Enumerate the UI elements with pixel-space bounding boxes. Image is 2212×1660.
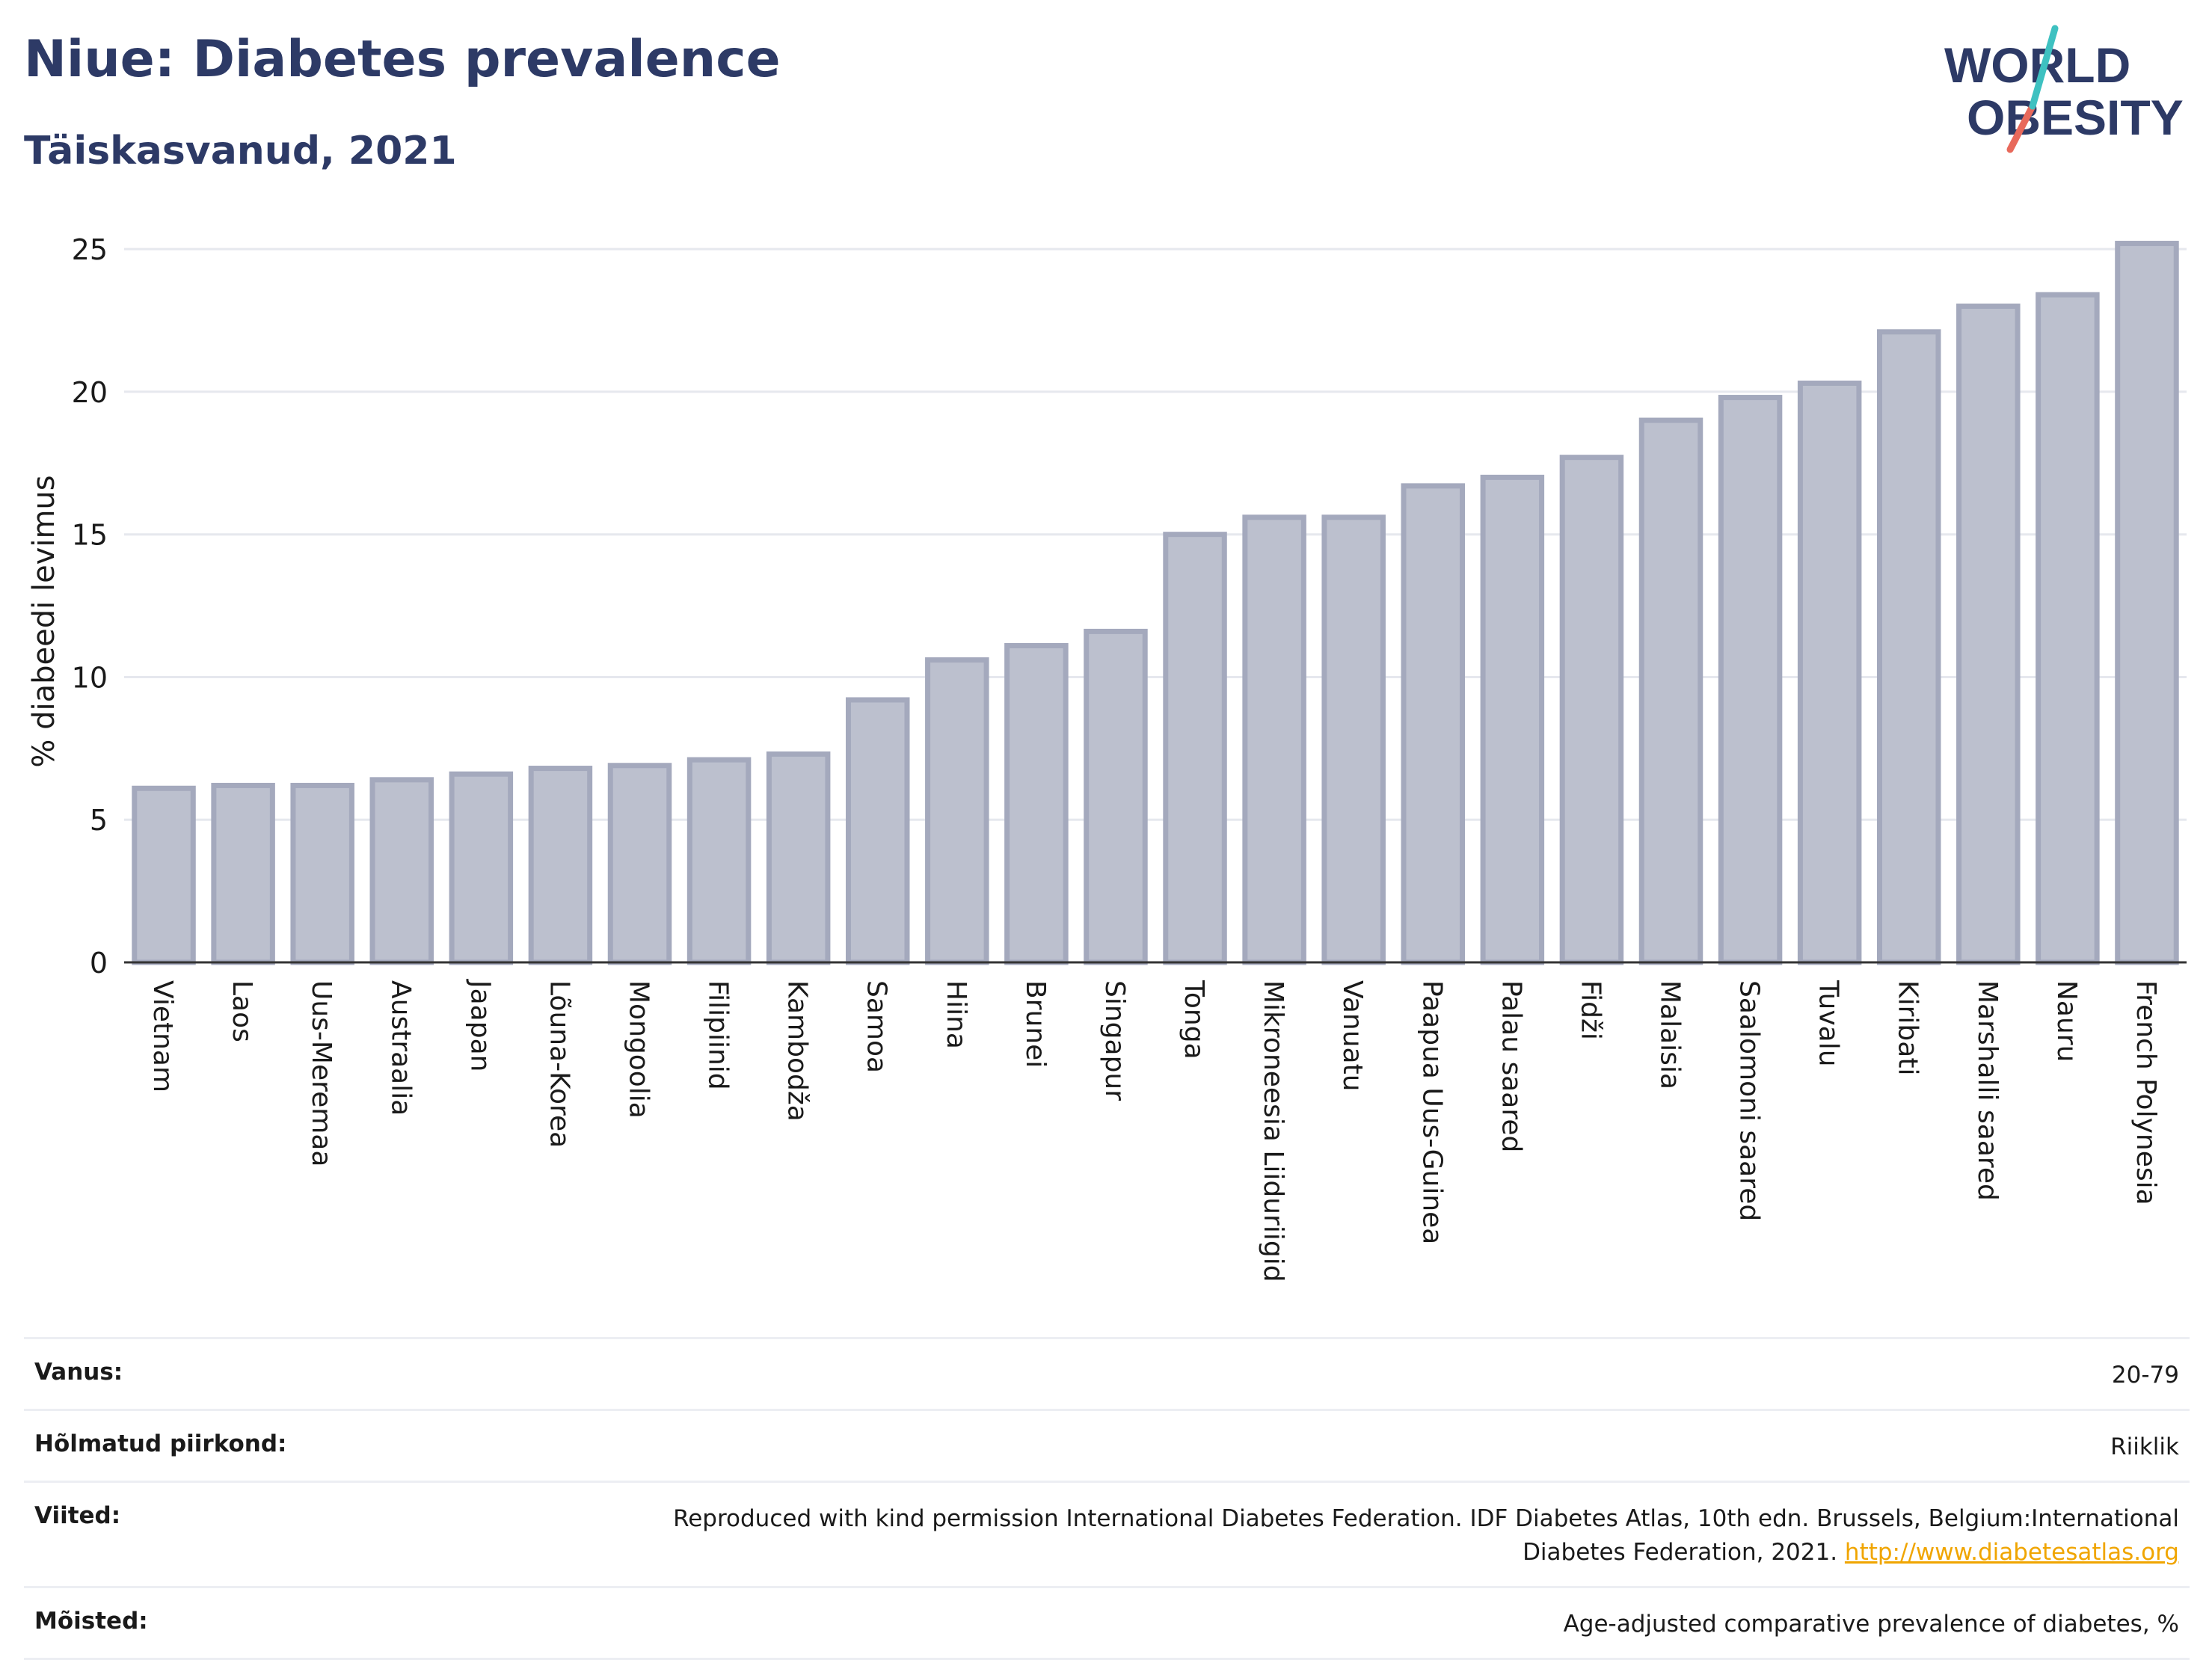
info-row-age: Vanus: 20-79 [24, 1337, 2190, 1409]
bar [1956, 303, 2021, 965]
logo-line2: OBESITY [1967, 90, 2184, 145]
bar [1004, 642, 1069, 965]
chart-subtitle: Täiskasvanud, 2021 [24, 129, 457, 173]
x-tick-label: Hiina [941, 980, 971, 1049]
bar [449, 771, 514, 965]
y-tick-label: 15 [72, 519, 108, 552]
y-tick-label: 0 [90, 947, 108, 980]
bar-chart: 0 5 10 15 20 25 Vietnam Laos Uus-Meremaa Austraa… [27, 233, 2187, 1282]
logo-slash-red [2006, 102, 2036, 153]
x-tick-label: Saalomoni saared [1734, 980, 1765, 1221]
bar [1638, 417, 1703, 965]
x-axis-labels: Vietnam Laos Uus-Meremaa Austraalia Jaapan Lõ… [147, 979, 2161, 1282]
x-tick-label: Vanuatu [1337, 980, 1368, 1092]
x-tick-label: Jaapan [464, 979, 495, 1072]
y-tick-label: 10 [72, 661, 108, 694]
bar [607, 763, 672, 965]
bar [211, 782, 275, 965]
info-row-references: Viited: Reproduced with kind permission … [24, 1480, 2190, 1586]
bar [1876, 329, 1941, 965]
info-table: Vanus: 20-79 Hõlmatud piirkond: Riiklik … [24, 1337, 2190, 1660]
bar [1084, 628, 1148, 965]
logo-slash-teal [2029, 25, 2059, 110]
bar [528, 766, 593, 965]
bar [766, 751, 831, 965]
y-axis-label: % diabeedi levimus [27, 475, 61, 767]
x-tick-label: Vietnam [147, 980, 178, 1092]
info-label: Viited: [34, 1501, 121, 1529]
bar [925, 657, 989, 965]
x-tick-label: Austraalia [385, 980, 416, 1116]
bar [1401, 483, 1466, 965]
bar [1242, 514, 1306, 965]
x-tick-label: Tuvalu [1813, 980, 1844, 1067]
x-tick-label: Brunei [1020, 980, 1051, 1068]
x-tick-label: Kiribati [1893, 980, 1923, 1075]
info-value: Riiklik [2110, 1433, 2179, 1460]
bar [1321, 514, 1386, 965]
x-tick-label: Nauru [2051, 980, 2082, 1062]
x-tick-label: Lõuna-Korea [544, 980, 574, 1148]
info-row-coverage: Hõlmatud piirkond: Riiklik [24, 1408, 2190, 1481]
bars [132, 241, 2179, 965]
info-value: 20-79 [2111, 1362, 2179, 1389]
world-obesity-logo: WORLD OBESITY [1944, 25, 2184, 153]
bar [1797, 380, 1862, 965]
info-value: Reproduced with kind permission Internat… [646, 1502, 2179, 1570]
chart-title: Niue: Diabetes prevalence [24, 30, 781, 89]
x-tick-label: Marshalli saared [1972, 980, 2003, 1201]
bar [1480, 474, 1545, 965]
x-tick-label: Mikroneesia Liiduriigid [1258, 980, 1288, 1282]
x-tick-label: Singapur [1099, 980, 1130, 1101]
reference-text: Reproduced with kind permission Internat… [673, 1504, 2179, 1566]
x-tick-label: Mongoolia [624, 980, 654, 1119]
x-tick-label: Kambodža [782, 980, 813, 1122]
x-tick-label: Paapua Uus-Guinea [1416, 980, 1447, 1244]
x-tick-label: French Polynesia [2130, 980, 2161, 1205]
x-tick-label: Uus-Meremaa [306, 980, 337, 1166]
y-tick-label: 5 [90, 804, 108, 837]
bar [2036, 292, 2100, 965]
bar [132, 785, 196, 965]
y-tick-label: 20 [72, 376, 108, 409]
bar [1163, 532, 1227, 965]
x-tick-label: Malaisia [1655, 980, 1686, 1089]
x-tick-label: Filipiinid [703, 980, 734, 1090]
info-label: Vanus: [34, 1359, 123, 1386]
x-tick-label: Fidži [1575, 980, 1606, 1040]
bar [686, 757, 752, 965]
bar [369, 777, 434, 965]
y-tick-label: 25 [72, 233, 108, 266]
info-row-definitions: Mõisted: Age-adjusted comparative preval… [24, 1585, 2190, 1660]
bar [1559, 455, 1624, 965]
bar [290, 782, 354, 965]
bar [845, 697, 910, 965]
x-tick-label: Laos [227, 980, 257, 1042]
info-label: Hõlmatud piirkond: [34, 1430, 287, 1457]
bar [2115, 241, 2179, 965]
x-tick-label: Tonga [1179, 980, 1209, 1060]
bar [1718, 395, 1783, 965]
info-value: Age-adjusted comparative prevalence of d… [1563, 1610, 2179, 1638]
info-label: Mõisted: [34, 1607, 148, 1635]
x-tick-label: Samoa [861, 980, 892, 1073]
y-axis-ticks: 0 5 10 15 20 25 [72, 233, 108, 980]
reference-link[interactable]: http://www.diabetesatlas.org [1844, 1538, 2179, 1566]
x-tick-label: Palau saared [1496, 980, 1526, 1152]
